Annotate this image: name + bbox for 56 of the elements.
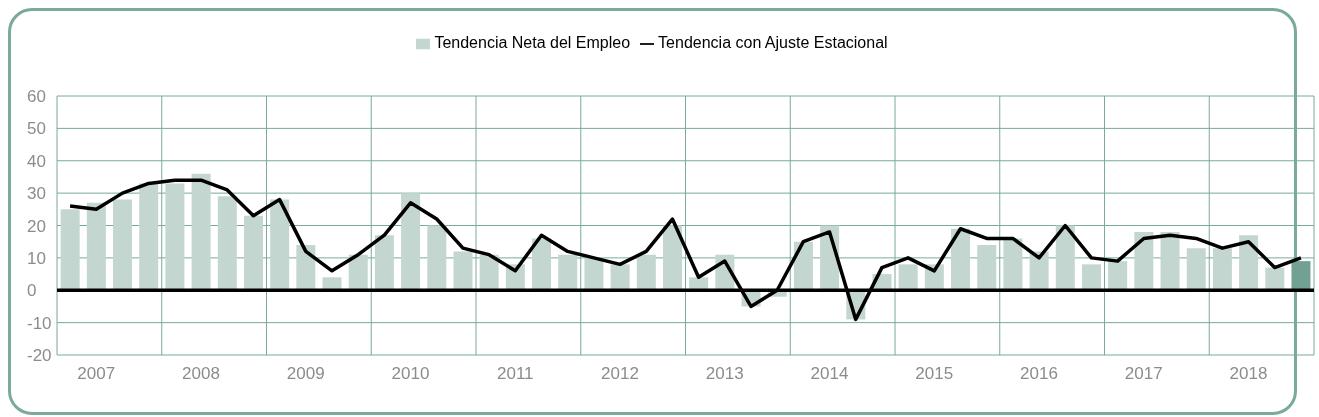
- x-tick-label: 2017: [1124, 364, 1163, 383]
- bar: [951, 228, 971, 291]
- bar: [532, 238, 552, 291]
- bar: [1212, 248, 1232, 291]
- bar: [270, 199, 290, 291]
- bar: [558, 254, 578, 291]
- bar: [1081, 264, 1101, 291]
- x-tick-label: 2012: [601, 364, 639, 383]
- bar: [139, 183, 159, 291]
- x-tick-label: 2011: [497, 364, 534, 383]
- x-tick-label: 2013: [705, 364, 744, 383]
- x-tick-label: 2016: [1020, 364, 1058, 383]
- y-tick-label: 0: [27, 281, 37, 301]
- bar: [1003, 238, 1023, 291]
- bar: [217, 196, 237, 291]
- legend-label: Tendencia Neta del Empleo: [434, 34, 631, 51]
- bar: [191, 173, 211, 291]
- x-tick-label: 2009: [286, 364, 325, 383]
- x-tick-label: 2010: [391, 364, 430, 383]
- y-tick-label: 30: [27, 184, 46, 204]
- bar: [401, 193, 421, 291]
- x-tick-label: 2018: [1229, 364, 1268, 383]
- y-tick-label: -10: [27, 313, 52, 333]
- bar: [374, 235, 394, 291]
- bar: [1160, 231, 1180, 291]
- bar: [165, 183, 185, 291]
- bar: [243, 215, 263, 291]
- x-tick-label: 2014: [810, 364, 849, 383]
- bar: [636, 254, 656, 291]
- bar: [60, 209, 80, 291]
- bar: [113, 199, 133, 291]
- x-tick-label: 2007: [77, 364, 116, 383]
- y-tick-label: -20: [27, 346, 52, 366]
- bar: [610, 264, 630, 291]
- bar: [1265, 267, 1285, 291]
- bar: [1291, 261, 1311, 291]
- bar: [86, 202, 106, 291]
- bar: [348, 254, 368, 291]
- bar: [977, 244, 997, 291]
- bar: [427, 225, 447, 291]
- bar: [1108, 261, 1128, 291]
- bar: [584, 257, 604, 291]
- bar: [453, 251, 473, 291]
- x-tick-label: 2008: [182, 364, 220, 383]
- bar: [1186, 248, 1206, 291]
- bar: [898, 264, 918, 291]
- y-tick-label: 60: [27, 87, 46, 107]
- y-tick-label: 10: [27, 248, 46, 268]
- legend-label: Tendencia con Ajuste Estacional: [658, 34, 888, 51]
- y-tick-label: 20: [27, 216, 46, 236]
- bar: [1134, 231, 1154, 291]
- y-tick-label: 40: [27, 151, 46, 171]
- y-tick-label: 50: [27, 119, 46, 139]
- bar: [322, 277, 342, 291]
- bar: [662, 225, 682, 291]
- x-tick-label: 2015: [915, 364, 954, 383]
